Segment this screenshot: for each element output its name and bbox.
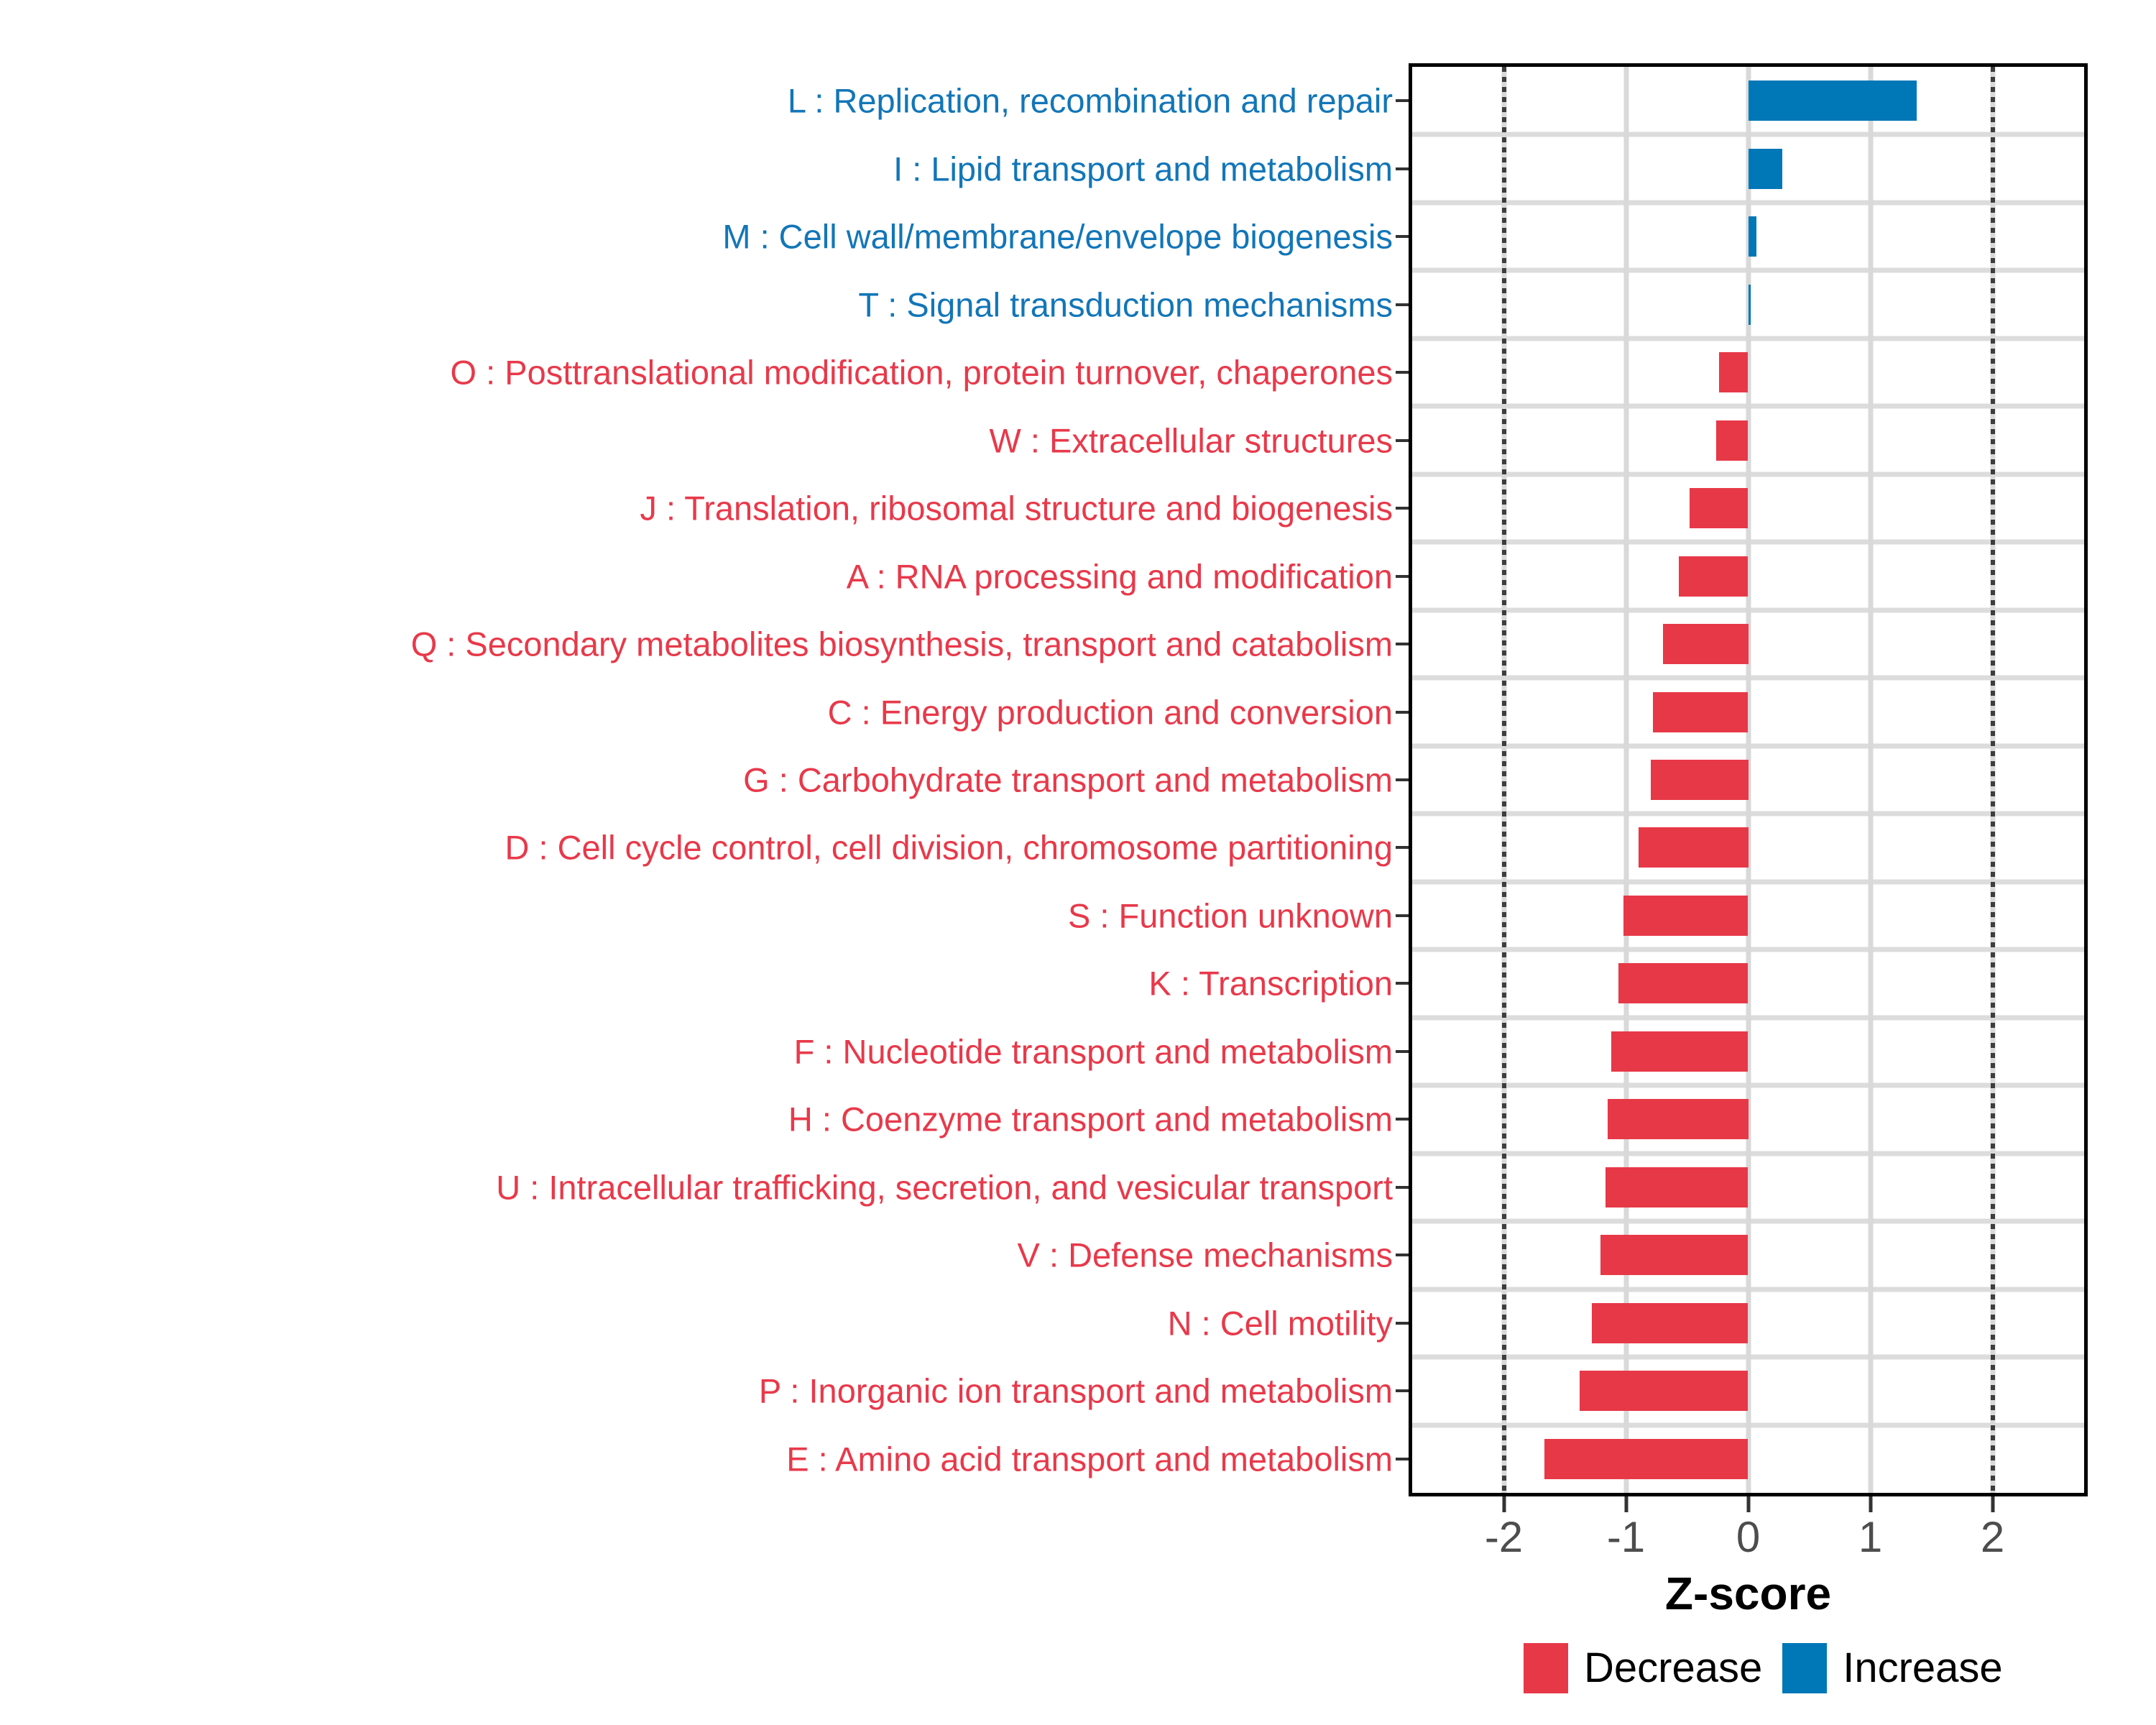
y-axis-label: H : Coenzyme transport and metabolism [788, 1100, 1393, 1138]
bar[interactable] [1689, 488, 1749, 529]
y-axis-label: N : Cell motility [1167, 1304, 1393, 1343]
plot-panel [1409, 63, 2088, 1496]
bar[interactable] [1662, 624, 1749, 665]
y-axis-label: Q : Secondary metabolites biosynthesis, … [410, 625, 1393, 663]
y-axis-tick [1396, 1254, 1409, 1257]
legend-label-decrease: Decrease [1584, 1644, 1763, 1691]
y-axis-label: T : Signal transduction mechanisms [858, 285, 1393, 324]
y-axis-label: E : Amino acid transport and metabolism [786, 1440, 1393, 1478]
vertical-gridline [1746, 67, 1751, 1493]
y-axis-label: M : Cell wall/membrane/envelope biogenes… [722, 217, 1393, 256]
y-axis-tick [1396, 438, 1409, 442]
y-axis-tick [1396, 914, 1409, 917]
y-axis-label: S : Function unknown [1068, 896, 1393, 935]
bar[interactable] [1618, 963, 1749, 1004]
x-axis-tick-label: -2 [1484, 1513, 1524, 1561]
x-axis-tick [1869, 1496, 1872, 1512]
vertical-gridline [1868, 67, 1873, 1493]
y-axis-label: I : Lipid transport and metabolism [893, 150, 1393, 188]
x-axis-tick-label: 0 [1736, 1513, 1761, 1561]
y-axis-tick [1396, 1049, 1409, 1053]
bar[interactable] [1623, 895, 1749, 936]
y-axis-label: J : Translation, ribosomal structure and… [640, 489, 1393, 528]
bar[interactable] [1748, 284, 1751, 325]
x-axis-tick [1502, 1496, 1506, 1512]
y-axis-label: U : Intracellular trafficking, secretion… [496, 1168, 1393, 1207]
y-axis-label: V : Defense mechanisms [1017, 1236, 1393, 1274]
y-axis-tick [1396, 1389, 1409, 1393]
bar[interactable] [1611, 1031, 1749, 1072]
bar[interactable] [1605, 1167, 1749, 1208]
legend: Decrease Increase [1524, 1643, 2142, 1693]
plot-area [1412, 67, 2084, 1493]
bar[interactable] [1638, 827, 1749, 868]
x-axis-tick-label: 1 [1858, 1513, 1883, 1561]
y-axis-tick [1396, 778, 1409, 781]
y-axis-tick [1396, 507, 1409, 510]
y-axis-tick [1396, 167, 1409, 170]
y-axis-tick [1396, 235, 1409, 239]
bar[interactable] [1600, 1235, 1749, 1276]
y-axis-label: O : Posttranslational modification, prot… [450, 353, 1393, 392]
y-axis-tick [1396, 1118, 1409, 1121]
x-axis-title: Z-score [1664, 1568, 1832, 1619]
y-axis-tick [1396, 574, 1409, 578]
y-axis-label: A : RNA processing and modification [846, 557, 1393, 596]
bar[interactable] [1718, 352, 1749, 393]
bar[interactable] [1748, 80, 1917, 121]
bar[interactable] [1678, 556, 1749, 597]
y-axis-tick [1396, 303, 1409, 306]
y-axis-label: P : Inorganic ion transport and metaboli… [758, 1371, 1393, 1410]
bar[interactable] [1716, 420, 1749, 461]
y-axis-label: K : Transcription [1148, 964, 1393, 1003]
legend-item-increase[interactable]: Increase [1782, 1643, 2003, 1693]
y-axis-label: F : Nucleotide transport and metabolism [793, 1032, 1393, 1071]
y-axis-tick [1396, 1185, 1409, 1189]
y-axis-tick [1396, 846, 1409, 850]
x-axis-tick-label: -1 [1606, 1513, 1646, 1561]
legend-swatch-increase [1782, 1643, 1828, 1693]
y-axis-label: D : Cell cycle control, cell division, c… [505, 828, 1393, 867]
y-axis-tick [1396, 710, 1409, 714]
legend-item-decrease[interactable]: Decrease [1524, 1643, 1762, 1693]
x-axis-tick [1991, 1496, 1994, 1512]
y-axis-label: L : Replication, recombination and repai… [787, 81, 1393, 120]
y-axis-tick [1396, 99, 1409, 103]
y-axis-label: C : Energy production and conversion [827, 693, 1393, 732]
y-axis-label: W : Extracellular structures [989, 421, 1393, 460]
bar[interactable] [1652, 691, 1749, 732]
x-axis-tick [1624, 1496, 1628, 1512]
y-axis-tick [1396, 371, 1409, 374]
legend-swatch-decrease [1524, 1643, 1568, 1693]
legend-label-increase: Increase [1843, 1644, 2003, 1691]
bar[interactable] [1748, 216, 1757, 257]
bar[interactable] [1544, 1438, 1749, 1479]
reference-line [1501, 67, 1506, 1493]
x-axis-tick-label: 2 [1980, 1513, 2005, 1561]
y-axis-label: G : Carbohydrate transport and metabolis… [743, 760, 1393, 799]
bar[interactable] [1748, 148, 1783, 189]
reference-line [1990, 67, 1995, 1493]
bar[interactable] [1650, 760, 1749, 800]
y-axis-tick [1396, 643, 1409, 646]
x-axis-tick [1746, 1496, 1750, 1512]
y-axis-tick [1396, 982, 1409, 985]
vertical-gridline [1623, 67, 1628, 1493]
bar[interactable] [1608, 1099, 1749, 1140]
y-axis-tick [1396, 1457, 1409, 1460]
y-axis-tick [1396, 1321, 1409, 1325]
bar[interactable] [1591, 1302, 1749, 1343]
bar[interactable] [1579, 1371, 1749, 1412]
